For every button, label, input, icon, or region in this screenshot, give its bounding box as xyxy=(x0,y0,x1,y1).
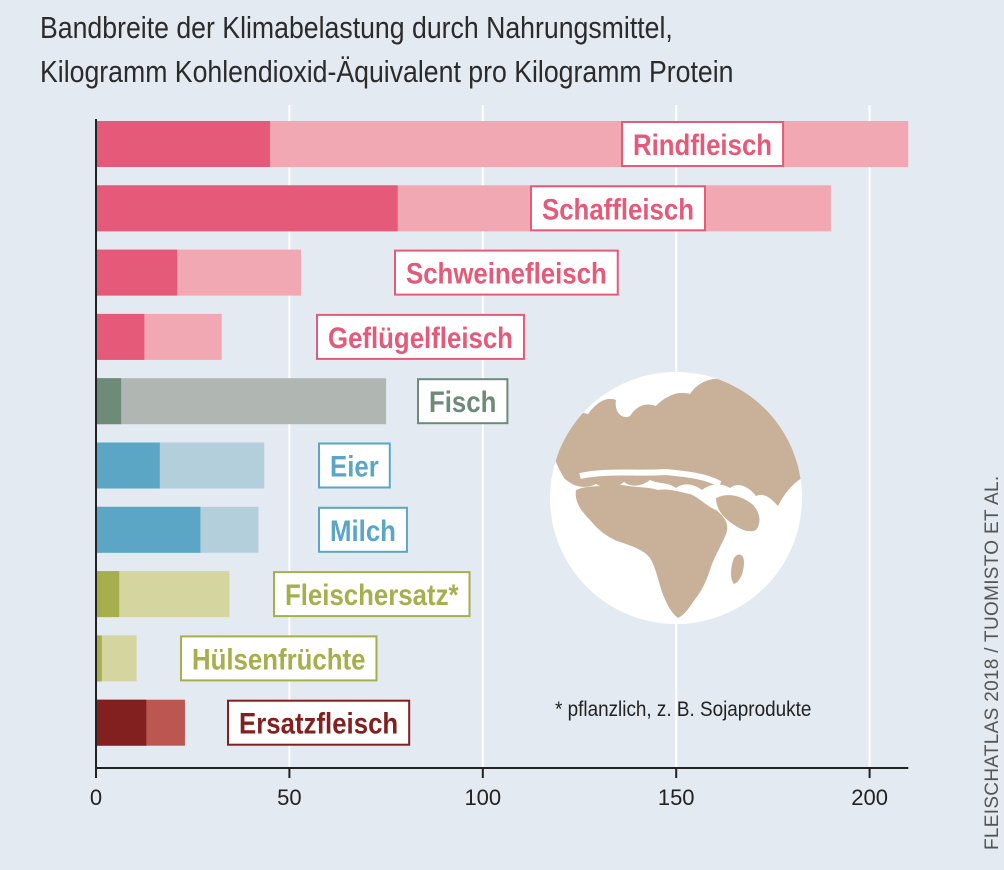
chart-title-block: Bandbreite der Klimabelastung durch Nahr… xyxy=(40,6,846,94)
bar-labels: Rindfleisch Schaffleisch Schweinefleisch Ge… xyxy=(180,121,785,746)
bar-label-text-schaffleisch: Schaffleisch xyxy=(542,193,694,226)
bar-min-hülsenfrüchte xyxy=(96,635,102,682)
bar-label-box-schweinefleisch xyxy=(394,249,619,296)
bar-label-text-fisch: Fisch xyxy=(429,386,496,419)
bar-range-fisch xyxy=(96,378,387,425)
bar-label-text-rindfleisch: Rindfleisch xyxy=(633,129,772,162)
bar-label-schaffleisch: Schaffleisch xyxy=(530,185,706,232)
bar-label-box-schaffleisch xyxy=(530,185,706,232)
bar-label-box-geflügelfleisch xyxy=(316,313,525,360)
x-tick-label-150: 150 xyxy=(658,785,695,810)
bar-label-box-eier xyxy=(318,442,391,489)
bar-label-box-milch xyxy=(318,506,408,553)
bar-label-geflügelfleisch: Geflügelfleisch xyxy=(316,313,525,360)
bar-label-text-milch: Milch xyxy=(330,515,396,548)
x-axis: 0 50 100 150 200 xyxy=(90,119,909,810)
bar-label-box-hülsenfrüchte xyxy=(180,635,378,682)
bar-label-text-fleischersatz: Fleischersatz* xyxy=(285,579,459,612)
bar-min-fisch xyxy=(96,378,122,425)
bar-label-text-ersatzfleisch: Ersatzfleisch xyxy=(239,708,398,741)
bar-label-hülsenfrüchte: Hülsenfrüchte xyxy=(180,635,378,682)
bar-min-schaffleisch xyxy=(96,185,398,232)
bar-min-geflügelfleisch xyxy=(96,313,145,360)
bar-label-text-schweinefleisch: Schweinefleisch xyxy=(406,258,607,291)
bar-min-rindfleisch xyxy=(96,121,271,167)
x-tick-label-0: 0 xyxy=(90,785,102,810)
bar-label-fleischersatz: Fleischersatz* xyxy=(273,571,471,618)
bar-min-milch xyxy=(96,506,201,553)
bar-label-text-eier: Eier xyxy=(330,451,379,484)
bar-label-ersatzfleisch: Ersatzfleisch xyxy=(227,699,411,746)
bar-label-eier: Eier xyxy=(318,442,391,489)
footnote: * pflanzlich, z. B. Sojaprodukte xyxy=(555,698,812,721)
chart-title: Bandbreite der Klimabelastung durch Nahr… xyxy=(40,10,673,45)
globe-icon xyxy=(550,372,802,624)
bar-label-text-geflügelfleisch: Geflügelfleisch xyxy=(328,322,513,355)
bar-label-box-rindfleisch xyxy=(621,121,785,167)
x-tick-label-50: 50 xyxy=(277,785,301,810)
x-tick-label-200: 200 xyxy=(851,785,888,810)
chart-subtitle: Kilogramm Kohlendioxid-Äquivalent pro Ki… xyxy=(40,54,734,89)
x-tick-label-100: 100 xyxy=(464,785,501,810)
bar-label-schweinefleisch: Schweinefleisch xyxy=(394,249,619,296)
bar-range-hülsenfrüchte xyxy=(96,635,137,682)
bar-min-fleischersatz xyxy=(96,571,120,618)
bar-label-box-ersatzfleisch xyxy=(227,699,411,746)
bar-min-schweinefleisch xyxy=(96,249,178,296)
bar-label-milch: Milch xyxy=(318,506,408,553)
bar-label-text-hülsenfrüchte: Hülsenfrüchte xyxy=(192,643,365,676)
bar-min-ersatzfleisch xyxy=(96,699,147,746)
bar-label-box-fisch xyxy=(417,378,509,425)
source-credit: FLEISCHATLAS 2018 / TUOMISTO ET AL. xyxy=(982,475,1003,850)
bar-label-rindfleisch: Rindfleisch xyxy=(621,121,785,167)
bar-min-eier xyxy=(96,442,160,489)
bar-label-fisch: Fisch xyxy=(417,378,509,425)
bar-label-box-fleischersatz xyxy=(273,571,471,618)
